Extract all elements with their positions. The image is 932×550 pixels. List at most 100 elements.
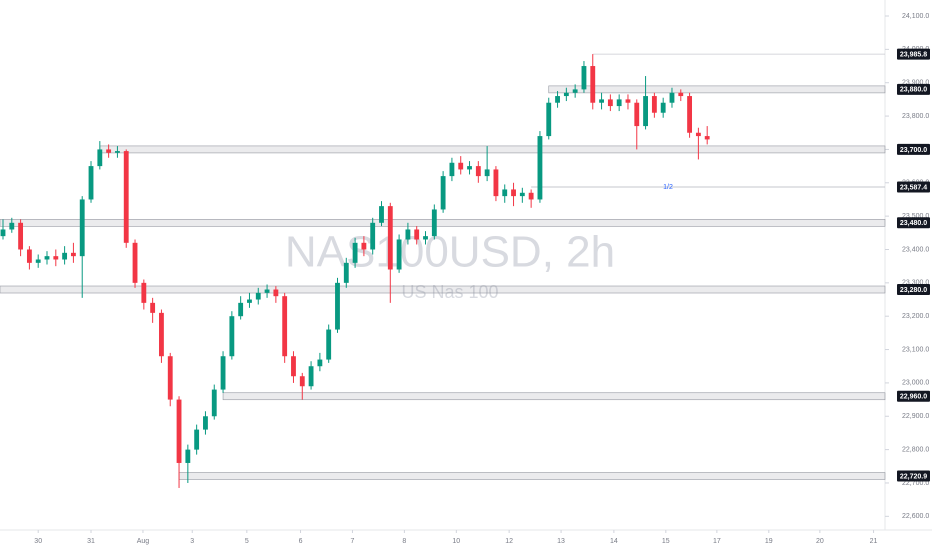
- candle-body: [537, 136, 543, 200]
- candle-body: [0, 229, 6, 237]
- candle-body: [317, 359, 323, 367]
- candle-body: [625, 99, 631, 103]
- level-zone: [548, 85, 886, 94]
- x-tick-label: 20: [816, 538, 824, 545]
- candle-body: [238, 302, 244, 317]
- price-label-box: [897, 143, 930, 155]
- candle-body: [229, 316, 235, 357]
- candle-body: [581, 66, 587, 90]
- y-tick-label: 23,500.0: [902, 213, 929, 220]
- price-label-box: [897, 83, 930, 95]
- candle-body: [299, 376, 305, 387]
- price-label-box: [897, 390, 930, 402]
- watermark-title: NAS100USD, 2h: [285, 228, 615, 277]
- candle-body: [361, 242, 367, 250]
- level-zone: [0, 219, 886, 227]
- x-tick-label: 10: [452, 538, 460, 545]
- candle-body: [194, 429, 200, 450]
- candle-body: [26, 249, 32, 263]
- x-tick-label: 8: [402, 538, 406, 545]
- candle-body: [185, 449, 191, 463]
- candle-body: [440, 176, 446, 210]
- x-tick-label: 15: [662, 538, 670, 545]
- candle-body: [704, 136, 710, 140]
- candle-body: [335, 282, 340, 330]
- x-tick-label: 6: [299, 538, 303, 545]
- candle-body: [70, 252, 76, 257]
- candle-body: [97, 149, 103, 167]
- x-tick-label: Aug: [137, 538, 150, 545]
- y-tick-label: 22,700.0: [902, 480, 929, 487]
- y-tick-label: 22,600.0: [902, 513, 929, 520]
- candle-body: [590, 66, 596, 103]
- candle-body: [467, 166, 472, 170]
- candle-body: [203, 416, 208, 430]
- candle-body: [634, 102, 640, 127]
- candle-body: [176, 399, 182, 463]
- candle-body: [423, 236, 428, 240]
- candle-body: [484, 169, 490, 177]
- candle-body: [53, 256, 59, 260]
- candle-body: [88, 166, 94, 200]
- candle-body: [687, 96, 693, 133]
- x-tick-label: 3: [190, 538, 194, 545]
- y-tick-label: 22,800.0: [902, 446, 929, 453]
- candle-body: [211, 389, 217, 417]
- candle-body: [150, 302, 156, 313]
- candle-body: [396, 239, 402, 270]
- candle-body: [405, 229, 411, 240]
- candle-body: [616, 99, 622, 107]
- x-tick-label: 14: [610, 538, 618, 545]
- candle-body: [493, 169, 499, 197]
- price-label-box: [897, 48, 930, 60]
- candle-body: [546, 102, 552, 137]
- x-tick-label: 21: [870, 538, 878, 545]
- candle-body: [502, 189, 508, 197]
- candle-body: [370, 222, 376, 250]
- candle-body: [35, 259, 41, 263]
- candle-body: [291, 356, 296, 377]
- price-label-box: [897, 217, 930, 229]
- price-label: 23,985.8: [900, 51, 927, 58]
- level-zone: [99, 145, 886, 154]
- candle-body: [599, 99, 604, 103]
- candle-body: [387, 206, 393, 270]
- candle-body: [9, 222, 15, 230]
- y-tick-label: 23,200.0: [902, 313, 929, 320]
- candle-body: [414, 229, 420, 240]
- candle-body: [220, 356, 226, 390]
- y-tick-label: 23,400.0: [902, 246, 929, 253]
- candle-body: [669, 92, 675, 103]
- candle-body: [607, 99, 613, 107]
- price-label: 23,280.0: [900, 287, 927, 294]
- annotation: 1/2: [663, 184, 673, 191]
- x-tick-label: 31: [87, 538, 95, 545]
- candle-body: [132, 242, 138, 283]
- watermark-subtitle: US Nas 100: [401, 282, 498, 302]
- candle-body: [255, 292, 261, 300]
- candle-body: [449, 162, 455, 177]
- candle-body: [343, 262, 349, 283]
- candle-body: [555, 96, 560, 103]
- y-tick-label: 23,800.0: [902, 113, 929, 120]
- candle-body: [159, 312, 164, 357]
- x-tick-label: 17: [713, 538, 721, 545]
- candle-body: [528, 192, 534, 200]
- y-tick-label: 24,100.0: [902, 13, 929, 20]
- candle-body: [115, 151, 120, 153]
- price-label: 23,880.0: [900, 87, 927, 94]
- candle-body: [651, 96, 657, 113]
- level-zone: [222, 392, 886, 401]
- candle-body: [326, 329, 332, 360]
- x-tick-label: 7: [350, 538, 354, 545]
- y-tick-label: 23,300.0: [902, 280, 929, 287]
- candle-body: [247, 299, 252, 303]
- candle-body: [79, 199, 85, 257]
- candle-body: [660, 102, 666, 113]
- x-tick-label: 12: [505, 538, 513, 545]
- y-tick-label: 23,100.0: [902, 346, 929, 353]
- candle-body: [352, 242, 358, 263]
- candle-body: [431, 209, 437, 237]
- price-label: 23,480.0: [900, 220, 927, 227]
